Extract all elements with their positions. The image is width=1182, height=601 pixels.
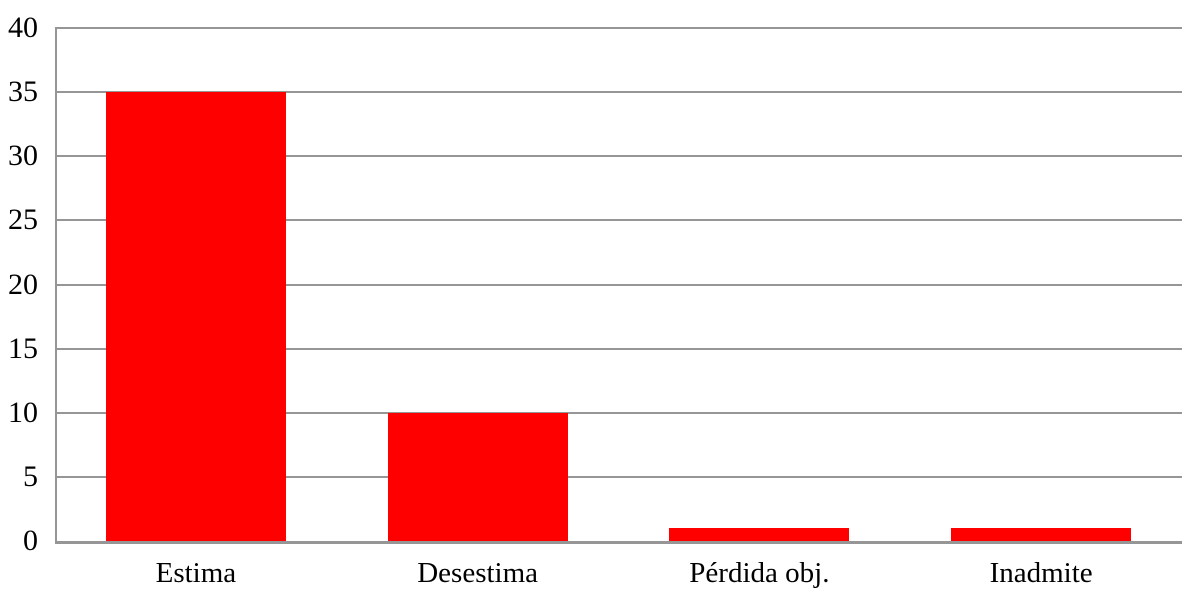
gridline-25 [55,219,1182,222]
y-tick-label-20: 20 [8,267,38,301]
y-tick-label-10: 10 [8,395,38,429]
bar-desestima [387,412,568,541]
y-tick-label-15: 15 [8,331,38,365]
bar-inadmite [951,528,1132,541]
x-category-label-4: Inadmite [989,557,1093,589]
gridline-35 [55,91,1182,94]
y-axis-line [55,28,57,544]
gridline-40 [55,27,1182,29]
y-tick-label-35: 35 [8,75,38,109]
bar-p-rdida-obj [669,528,850,541]
gridline-10 [55,411,1182,414]
bar-estima [105,92,286,541]
gridline-15 [55,347,1182,350]
gridline-20 [55,283,1182,286]
x-category-label-3: Pérdida obj. [689,557,830,589]
y-tick-label-25: 25 [8,203,38,237]
x-category-label-1: Estima [155,557,237,589]
x-axis-line [55,541,1182,544]
y-tick-label-30: 30 [8,139,38,173]
y-tick-label-0: 0 [23,524,38,557]
gridline-30 [55,155,1182,158]
y-tick-label-5: 5 [23,459,38,493]
y-tick-label-40: 40 [8,11,38,44]
x-category-label-2: Desestima [417,557,539,589]
gridline-5 [55,475,1182,478]
